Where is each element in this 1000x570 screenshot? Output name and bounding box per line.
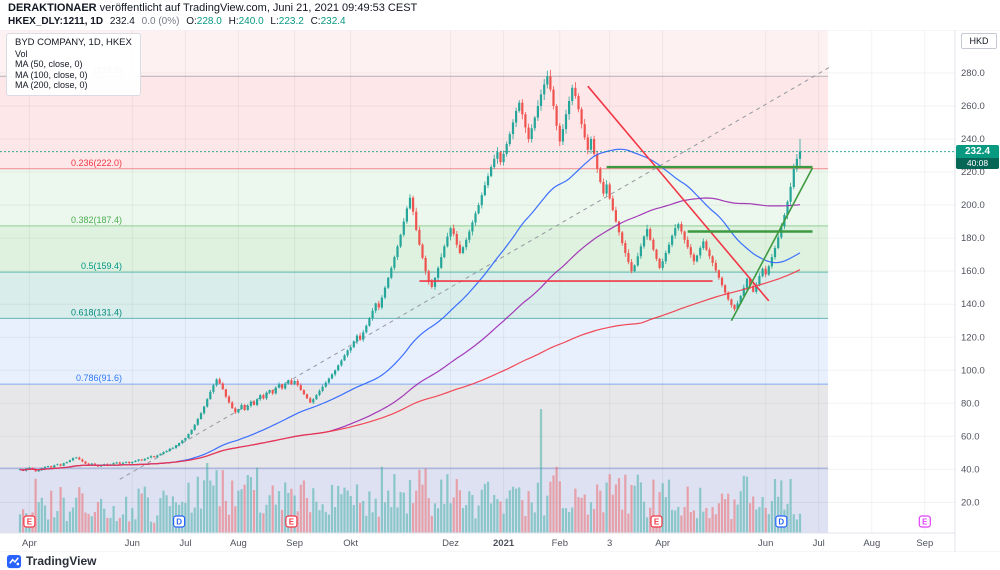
price-change: 0.0 (0%) bbox=[141, 16, 180, 27]
marker-E[interactable] bbox=[918, 515, 931, 528]
svg-text:E: E bbox=[654, 518, 660, 527]
svg-text:0.236(222.0): 0.236(222.0) bbox=[71, 158, 122, 168]
time-axis[interactable]: Apr Jun Jul Aug Sep Okt Dez 2021 Feb 3 Apr Jun Jul Au… bbox=[22, 538, 933, 549]
close-value: 232.4 bbox=[320, 16, 346, 27]
svg-text:260.0: 260.0 bbox=[961, 101, 985, 112]
current-price-badge: 232.4 40:08 bbox=[956, 145, 999, 169]
marker-D[interactable] bbox=[775, 515, 788, 528]
legend-ma50[interactable]: MA (50, close, 0) bbox=[15, 59, 83, 69]
svg-text:Sep: Sep bbox=[286, 538, 303, 549]
svg-text:Dez: Dez bbox=[442, 538, 459, 549]
trend-drawings[interactable] bbox=[419, 85, 814, 322]
publish-text: veröffentlicht auf TradingView.com, Juni… bbox=[96, 2, 418, 14]
svg-text:0.618(131.4): 0.618(131.4) bbox=[71, 307, 122, 317]
marker-E[interactable] bbox=[285, 515, 298, 528]
last-price: 232.4 bbox=[109, 16, 135, 27]
svg-text:0.382(187.4): 0.382(187.4) bbox=[71, 215, 122, 225]
svg-text:20.0: 20.0 bbox=[961, 497, 980, 508]
svg-text:60.0: 60.0 bbox=[961, 431, 980, 442]
svg-text:280.0: 280.0 bbox=[961, 68, 985, 79]
svg-text:220.0: 220.0 bbox=[961, 167, 985, 178]
fib-level-lines bbox=[0, 75, 829, 469]
svg-text:Jul: Jul bbox=[813, 538, 825, 549]
svg-text:Jul: Jul bbox=[179, 538, 191, 549]
svg-text:200.0: 200.0 bbox=[961, 200, 985, 211]
svg-text:2021: 2021 bbox=[493, 538, 515, 549]
price-axis[interactable]: 280.0 260.0 240.0 220.0 200.0 180.0 160.0 140.0… bbox=[961, 68, 985, 508]
svg-text:E: E bbox=[289, 518, 295, 527]
tradingview-wordmark[interactable]: TradingView bbox=[26, 554, 97, 568]
fib-bands bbox=[0, 30, 829, 533]
publisher-name: DERAKTIONAER bbox=[8, 2, 97, 14]
svg-text:0.5(159.4): 0.5(159.4) bbox=[81, 261, 122, 271]
legend-ma200[interactable]: MA (200, close, 0) bbox=[15, 80, 88, 90]
svg-text:80.0: 80.0 bbox=[961, 398, 980, 409]
svg-text:160.0: 160.0 bbox=[961, 266, 985, 277]
low-value: 223.2 bbox=[278, 16, 304, 27]
chart-legend[interactable]: BYD COMPANY, 1D, HKEX Vol MA (50, close,… bbox=[6, 33, 141, 96]
svg-text:120.0: 120.0 bbox=[961, 332, 985, 343]
legend-volume[interactable]: Vol bbox=[15, 48, 28, 59]
svg-text:40.0: 40.0 bbox=[961, 464, 980, 475]
open-label: O: bbox=[186, 16, 197, 27]
legend-symbol[interactable]: BYD COMPANY, 1D, HKEX bbox=[15, 37, 132, 48]
publish-info: DERAKTIONAER veröffentlicht auf TradingV… bbox=[8, 2, 417, 14]
volume-series bbox=[18, 409, 802, 533]
symbol-info-row: HKEX_DLY:1211, 1D 232.4 0.0 (0%) O:228.0… bbox=[8, 16, 350, 27]
svg-text:E: E bbox=[27, 518, 33, 527]
svg-text:180.0: 180.0 bbox=[961, 233, 985, 244]
svg-text:Apr: Apr bbox=[655, 538, 670, 549]
open-value: 228.0 bbox=[196, 16, 222, 27]
svg-text:Jun: Jun bbox=[758, 538, 773, 549]
svg-text:240.0: 240.0 bbox=[961, 134, 985, 145]
svg-text:Sep: Sep bbox=[916, 538, 933, 549]
marker-E[interactable] bbox=[650, 515, 663, 528]
legend-ma100[interactable]: MA (100, close, 0) bbox=[15, 69, 88, 80]
ma-lines bbox=[19, 148, 801, 471]
svg-text:D: D bbox=[176, 518, 182, 527]
marker-E[interactable] bbox=[23, 515, 36, 528]
bar-countdown: 40:08 bbox=[956, 158, 999, 169]
svg-text:140.0: 140.0 bbox=[961, 299, 985, 310]
svg-text:Okt: Okt bbox=[343, 538, 358, 549]
high-value: 240.0 bbox=[238, 16, 264, 27]
current-price-value: 232.4 bbox=[956, 145, 999, 158]
uptrend-line[interactable] bbox=[730, 167, 814, 322]
svg-text:E: E bbox=[922, 518, 928, 527]
symbol-interval: HKEX_DLY:1211, 1D bbox=[8, 16, 104, 27]
svg-text:Jun: Jun bbox=[125, 538, 140, 549]
svg-text:Aug: Aug bbox=[863, 538, 880, 549]
svg-text:0.786(91.6): 0.786(91.6) bbox=[76, 373, 122, 383]
svg-text:Apr: Apr bbox=[22, 538, 37, 549]
svg-text:D: D bbox=[778, 518, 784, 527]
snapshot-header: DERAKTIONAER veröffentlicht auf TradingV… bbox=[0, 0, 1000, 30]
ma-line-200 bbox=[19, 269, 801, 471]
svg-text:100.0: 100.0 bbox=[961, 365, 985, 376]
tradingview-logo-icon[interactable] bbox=[7, 554, 22, 569]
svg-text:Aug: Aug bbox=[230, 538, 247, 549]
currency-label[interactable]: HKD bbox=[961, 33, 997, 49]
low-label: L: bbox=[270, 16, 279, 27]
marker-D[interactable] bbox=[173, 515, 186, 528]
close-label: C: bbox=[310, 16, 321, 27]
high-label: H: bbox=[228, 16, 239, 27]
downtrend-line[interactable] bbox=[587, 85, 770, 302]
footer-bar: TradingView bbox=[0, 552, 1000, 570]
svg-text:3: 3 bbox=[607, 538, 612, 549]
svg-text:Feb: Feb bbox=[552, 538, 568, 549]
